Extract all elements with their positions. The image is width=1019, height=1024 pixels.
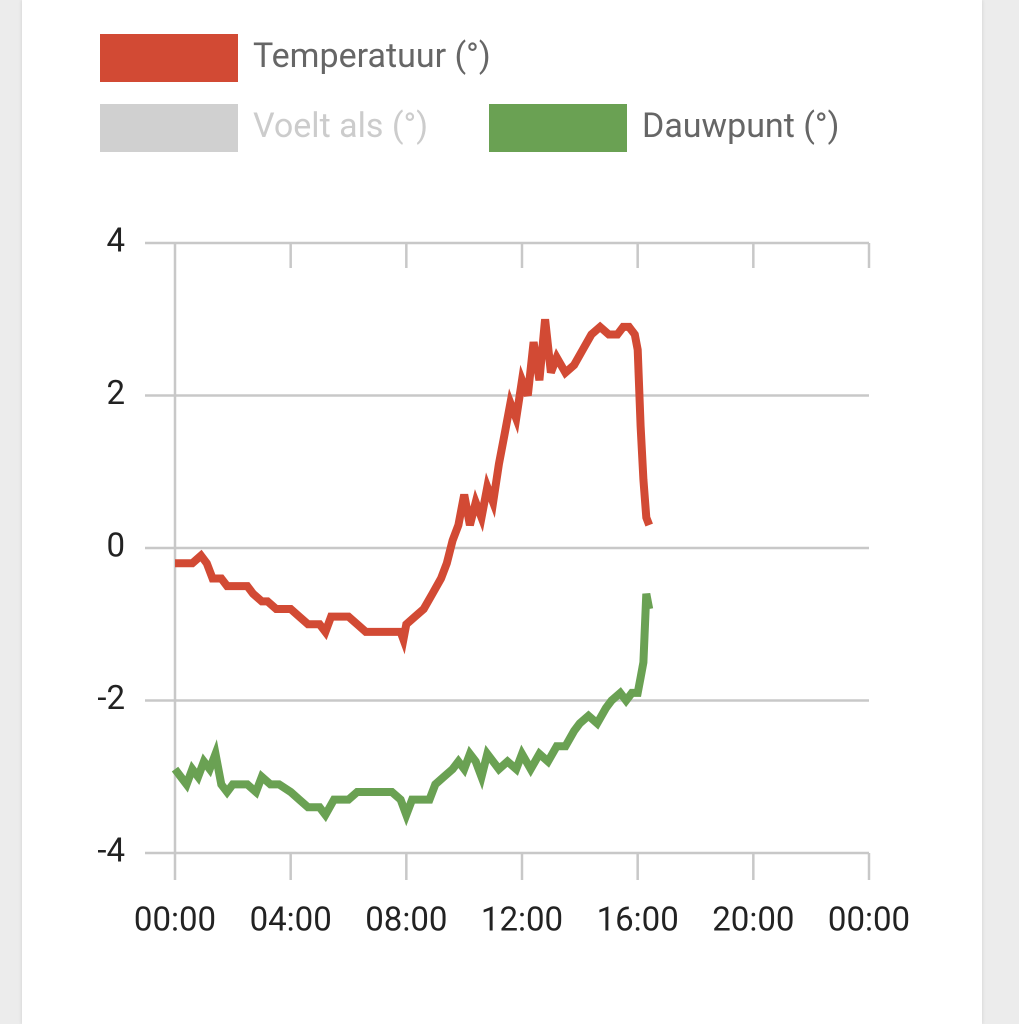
y-tick-label: 2 bbox=[106, 374, 125, 413]
legend-label: Temperatuur (°) bbox=[253, 36, 491, 76]
legend-label: Voelt als (°) bbox=[253, 106, 428, 146]
x-tick-label: 00:00 bbox=[134, 901, 216, 940]
legend-swatch bbox=[100, 104, 238, 152]
x-tick-label: 04:00 bbox=[250, 901, 332, 940]
series-line bbox=[171, 593, 654, 827]
x-tick-label: 00:00 bbox=[828, 901, 910, 940]
series-line bbox=[175, 318, 653, 655]
y-tick-label: -2 bbox=[97, 679, 125, 718]
legend-swatch bbox=[489, 104, 627, 152]
x-tick-label: 16:00 bbox=[597, 901, 679, 940]
y-tick-label: 4 bbox=[106, 222, 125, 261]
x-tick-label: 08:00 bbox=[365, 901, 447, 940]
legend-label: Dauwpunt (°) bbox=[642, 106, 839, 146]
x-tick-label: 12:00 bbox=[481, 901, 563, 940]
y-tick-label: 0 bbox=[106, 527, 125, 566]
x-tick-label: 20:00 bbox=[712, 901, 794, 940]
y-tick-label: -4 bbox=[97, 832, 125, 871]
legend-swatch bbox=[100, 34, 238, 82]
